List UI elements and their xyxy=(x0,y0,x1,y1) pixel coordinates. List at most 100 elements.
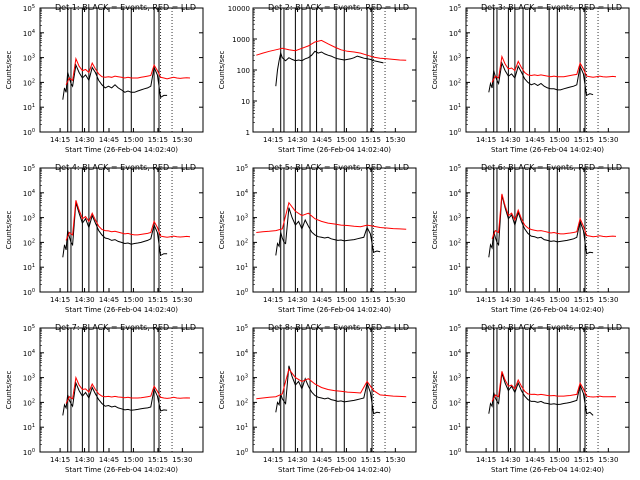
y-tick-base: 10 xyxy=(449,399,458,407)
y-tick-label: 101 xyxy=(236,263,248,272)
x-tick-label: 14:15 xyxy=(476,296,496,304)
y-tick-base: 10 xyxy=(449,375,458,383)
x-tick-label: 14:45 xyxy=(312,456,332,464)
x-tick-label: 15:30 xyxy=(385,296,405,304)
x-tick-label: 15:15 xyxy=(361,296,381,304)
x-tick-label: 15:15 xyxy=(574,296,594,304)
plot-frame xyxy=(465,327,630,453)
plot-frame xyxy=(39,327,204,453)
x-tick-label: 14:45 xyxy=(312,296,332,304)
x-axis-label: Start Time (26-Feb-04 14:02:40) xyxy=(491,466,604,474)
y-tick-label: 105 xyxy=(23,324,35,333)
y-tick-label: 104 xyxy=(236,349,248,358)
x-tick-label: 15:30 xyxy=(598,456,618,464)
x-tick-label: 14:45 xyxy=(99,456,119,464)
y-tick-label: 102 xyxy=(23,238,35,247)
y-tick-exp: 0 xyxy=(32,128,35,134)
y-tick-label: 10 xyxy=(241,98,250,106)
y-tick-exp: 2 xyxy=(32,398,35,404)
x-tick-label: 14:15 xyxy=(263,296,283,304)
y-tick-exp: 1 xyxy=(458,263,461,269)
y-tick-base: 10 xyxy=(236,375,245,383)
y-tick-label: 105 xyxy=(23,4,35,13)
x-tick-label: 15:30 xyxy=(598,296,618,304)
y-tick-base: 10 xyxy=(449,215,458,223)
y-tick-label: 100 xyxy=(237,67,250,75)
plot-frame xyxy=(252,327,417,453)
y-tick-exp: 1 xyxy=(32,423,35,429)
y-tick-base: 10 xyxy=(449,30,458,38)
y-tick-exp: 5 xyxy=(245,164,248,170)
y-axis-label: Counts/sec xyxy=(431,51,439,90)
y-tick-label: 101 xyxy=(23,263,35,272)
y-tick-base: 10 xyxy=(236,325,245,333)
y-tick-exp: 1 xyxy=(32,263,35,269)
y-tick-base: 10 xyxy=(449,449,458,457)
series-events-line xyxy=(62,63,168,100)
y-tick-label: 101 xyxy=(23,103,35,112)
y-tick-label: 103 xyxy=(449,374,461,383)
panel-title: Det 7: BLACK = Events, RED = LLD xyxy=(55,323,196,332)
y-axis-label: Counts/sec xyxy=(218,211,226,250)
y-tick-label: 101 xyxy=(23,423,35,432)
y-tick-label: 104 xyxy=(236,189,248,198)
y-tick-exp: 5 xyxy=(245,324,248,330)
y-tick-base: 10 xyxy=(23,424,32,432)
y-tick-exp: 2 xyxy=(32,78,35,84)
y-tick-label: 101 xyxy=(449,423,461,432)
y-tick-base: 10 xyxy=(23,239,32,247)
y-tick-label: 101 xyxy=(449,263,461,272)
y-tick-base: 10 xyxy=(236,449,245,457)
x-tick-label: 14:15 xyxy=(50,296,70,304)
y-tick-label: 100 xyxy=(449,448,461,457)
y-tick-label: 103 xyxy=(23,374,35,383)
y-tick-base: 10 xyxy=(449,5,458,13)
y-tick-base: 10 xyxy=(449,190,458,198)
plot-frame xyxy=(252,167,417,293)
y-axis-label: Counts/sec xyxy=(5,211,13,250)
y-tick-label: 103 xyxy=(236,214,248,223)
x-tick-label: 14:30 xyxy=(500,296,520,304)
x-tick-label: 14:15 xyxy=(263,136,283,144)
x-tick-label: 14:45 xyxy=(525,136,545,144)
plot-frame xyxy=(465,167,630,293)
y-tick-base: 10 xyxy=(236,165,245,173)
y-tick-label: 105 xyxy=(23,164,35,173)
y-tick-base: 10 xyxy=(236,239,245,247)
y-tick-base: 10 xyxy=(23,375,32,383)
series-lld-line xyxy=(65,56,191,86)
y-tick-label: 100 xyxy=(23,448,35,457)
x-tick-label: 14:15 xyxy=(476,136,496,144)
x-tick-label: 14:30 xyxy=(74,136,94,144)
series-lld-line xyxy=(256,201,407,233)
y-tick-base: 10 xyxy=(23,264,32,272)
y-tick-base: 10 xyxy=(236,190,245,198)
y-tick-label: 104 xyxy=(23,189,35,198)
x-tick-label: 14:30 xyxy=(500,456,520,464)
panel-title: Det 2: BLACK = Events, RED = LLD xyxy=(268,3,409,12)
y-tick-label: 100 xyxy=(449,288,461,297)
x-tick-label: 15:00 xyxy=(336,456,356,464)
y-tick-base: 10 xyxy=(449,424,458,432)
panel-title: Det 3: BLACK = Events, RED = LLD xyxy=(481,3,622,12)
y-tick-exp: 2 xyxy=(458,398,461,404)
plot-frame xyxy=(465,7,630,133)
x-tick-label: 14:30 xyxy=(287,456,307,464)
series-lld-line xyxy=(491,193,617,239)
y-tick-exp: 5 xyxy=(458,4,461,10)
y-tick-base: 10 xyxy=(449,350,458,358)
y-tick-exp: 4 xyxy=(32,189,35,195)
y-tick-exp: 3 xyxy=(32,374,35,380)
y-tick-base: 10 xyxy=(449,129,458,137)
y-tick-base: 10 xyxy=(23,30,32,38)
x-tick-label: 15:15 xyxy=(148,456,168,464)
y-tick-label: 100 xyxy=(449,128,461,137)
x-tick-label: 14:45 xyxy=(525,456,545,464)
y-tick-exp: 3 xyxy=(458,214,461,220)
x-tick-label: 15:15 xyxy=(148,296,168,304)
y-tick-label: 100 xyxy=(23,288,35,297)
x-tick-label: 15:15 xyxy=(574,136,594,144)
y-tick-exp: 4 xyxy=(458,189,461,195)
